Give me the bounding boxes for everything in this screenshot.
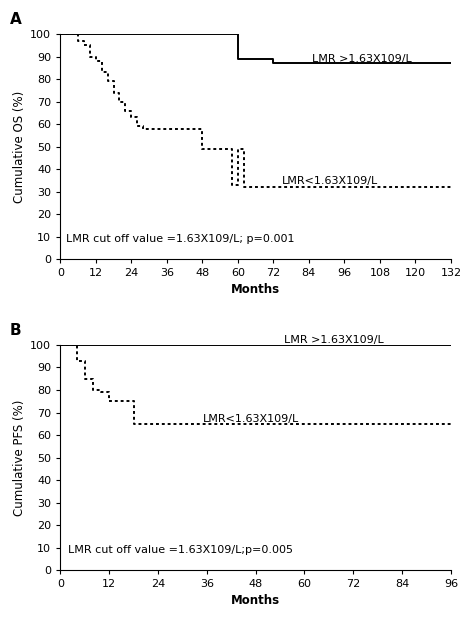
Text: LMR cut off value =1.63X109/L; p=0.001: LMR cut off value =1.63X109/L; p=0.001 — [66, 233, 295, 244]
Text: LMR cut off value =1.63X109/L;p=0.005: LMR cut off value =1.63X109/L;p=0.005 — [68, 545, 293, 555]
Y-axis label: Cumulative PFS (%): Cumulative PFS (%) — [13, 399, 26, 516]
Y-axis label: Cumulative OS (%): Cumulative OS (%) — [13, 90, 26, 203]
X-axis label: Months: Months — [231, 283, 280, 296]
Text: LMR >1.63X109/L: LMR >1.63X109/L — [284, 335, 384, 345]
Text: LMR<1.63X109/L: LMR<1.63X109/L — [203, 414, 299, 424]
X-axis label: Months: Months — [231, 594, 280, 607]
Text: LMR<1.63X109/L: LMR<1.63X109/L — [282, 176, 378, 186]
Text: B: B — [9, 323, 21, 338]
Text: A: A — [9, 12, 21, 27]
Text: LMR >1.63X109/L: LMR >1.63X109/L — [312, 54, 411, 64]
